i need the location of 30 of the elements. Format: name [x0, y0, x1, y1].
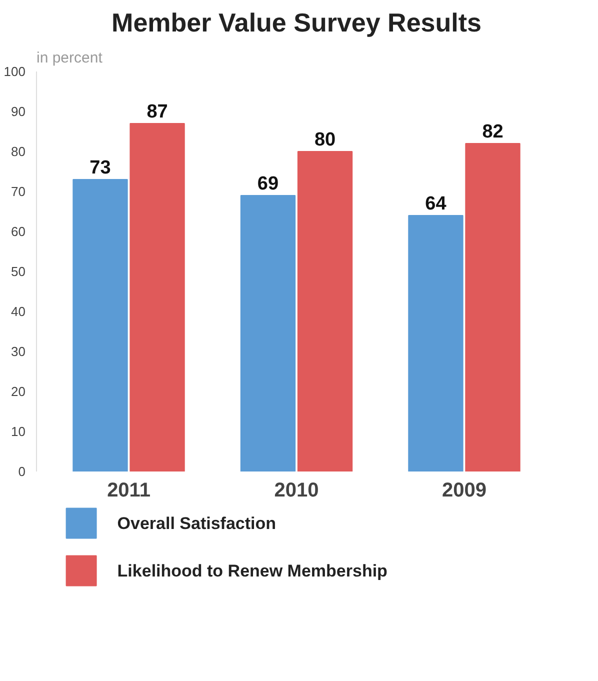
legend-label: Overall Satisfaction — [117, 514, 276, 533]
legend-label: Likelihood to Renew Membership — [117, 561, 388, 580]
x-tick-label: 2009 — [442, 480, 486, 502]
y-tick-label: 90 — [11, 104, 26, 119]
y-tick-label: 20 — [11, 384, 26, 399]
y-tick-label: 60 — [11, 224, 26, 239]
y-tick-label: 40 — [11, 304, 26, 319]
data-label: 69 — [257, 174, 279, 194]
bar — [297, 151, 353, 472]
bar — [465, 143, 520, 472]
y-tick-label: 80 — [11, 144, 26, 159]
y-tick-label: 10 — [11, 424, 26, 439]
data-label: 64 — [425, 194, 447, 214]
bar — [408, 215, 464, 472]
y-tick-label: 100 — [4, 64, 26, 79]
bar — [72, 179, 128, 472]
chart-title: Member Value Survey Results — [112, 8, 482, 38]
data-label: 80 — [314, 130, 336, 150]
y-tick-label: 70 — [11, 184, 26, 199]
bar — [130, 123, 185, 472]
y-tick-label: 0 — [18, 464, 26, 479]
bar — [240, 195, 296, 472]
x-tick-label: 2010 — [274, 480, 319, 502]
data-label: 73 — [90, 158, 111, 178]
y-tick-label: 50 — [11, 264, 26, 279]
x-tick-label: 2011 — [107, 480, 150, 502]
data-label: 82 — [482, 122, 504, 142]
chart-subtitle: in percent — [36, 50, 104, 66]
data-label: 87 — [146, 102, 168, 122]
y-tick-label: 30 — [11, 344, 26, 359]
